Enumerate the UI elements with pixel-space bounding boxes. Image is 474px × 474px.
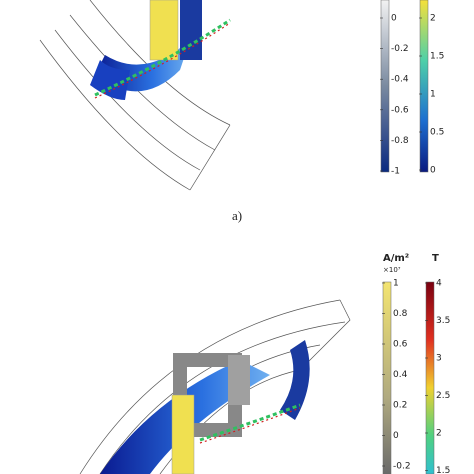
tick-label: 0.8 — [393, 309, 408, 319]
tick-label: 2 — [436, 429, 442, 439]
tick-label: -0.2 — [393, 462, 411, 472]
tick-label: 0 — [393, 431, 399, 441]
scale-left: ×10⁷ — [383, 266, 401, 274]
colorbar-right — [419, 0, 429, 173]
tick-label: 0.5 — [430, 128, 444, 138]
tick-label: 1 — [393, 279, 399, 289]
tick-label: 0 — [391, 14, 397, 24]
tick-label: -0.6 — [391, 105, 409, 115]
unit-left: A/m² — [383, 253, 409, 264]
tick-label: 3.5 — [436, 316, 450, 326]
colorbar-left — [380, 0, 390, 173]
tick-label: 2 — [430, 14, 436, 24]
colorbar-right — [425, 281, 435, 474]
panel-b-model — [79, 299, 351, 474]
tick-label: 4 — [436, 279, 442, 289]
tick-label: -0.4 — [391, 75, 409, 85]
tick-label: 0.2 — [393, 401, 407, 411]
tick-label: 1.5 — [436, 466, 450, 474]
tick-label: 3 — [436, 354, 442, 364]
panel-a-model — [39, 0, 231, 191]
colorbar-left — [382, 281, 392, 474]
tick-label: 0.6 — [393, 340, 408, 350]
tick-label: -1 — [391, 167, 400, 177]
tick-label: 0.4 — [393, 370, 408, 380]
tick-label: 0 — [430, 166, 436, 176]
tick-label: -0.2 — [391, 44, 409, 54]
tick-label: -0.8 — [391, 136, 409, 146]
tick-label: 1.5 — [430, 52, 444, 62]
tick-label: 1 — [430, 90, 436, 100]
caption: a) — [232, 208, 242, 223]
unit-right: T — [432, 253, 439, 264]
tick-label: 2.5 — [436, 391, 450, 401]
